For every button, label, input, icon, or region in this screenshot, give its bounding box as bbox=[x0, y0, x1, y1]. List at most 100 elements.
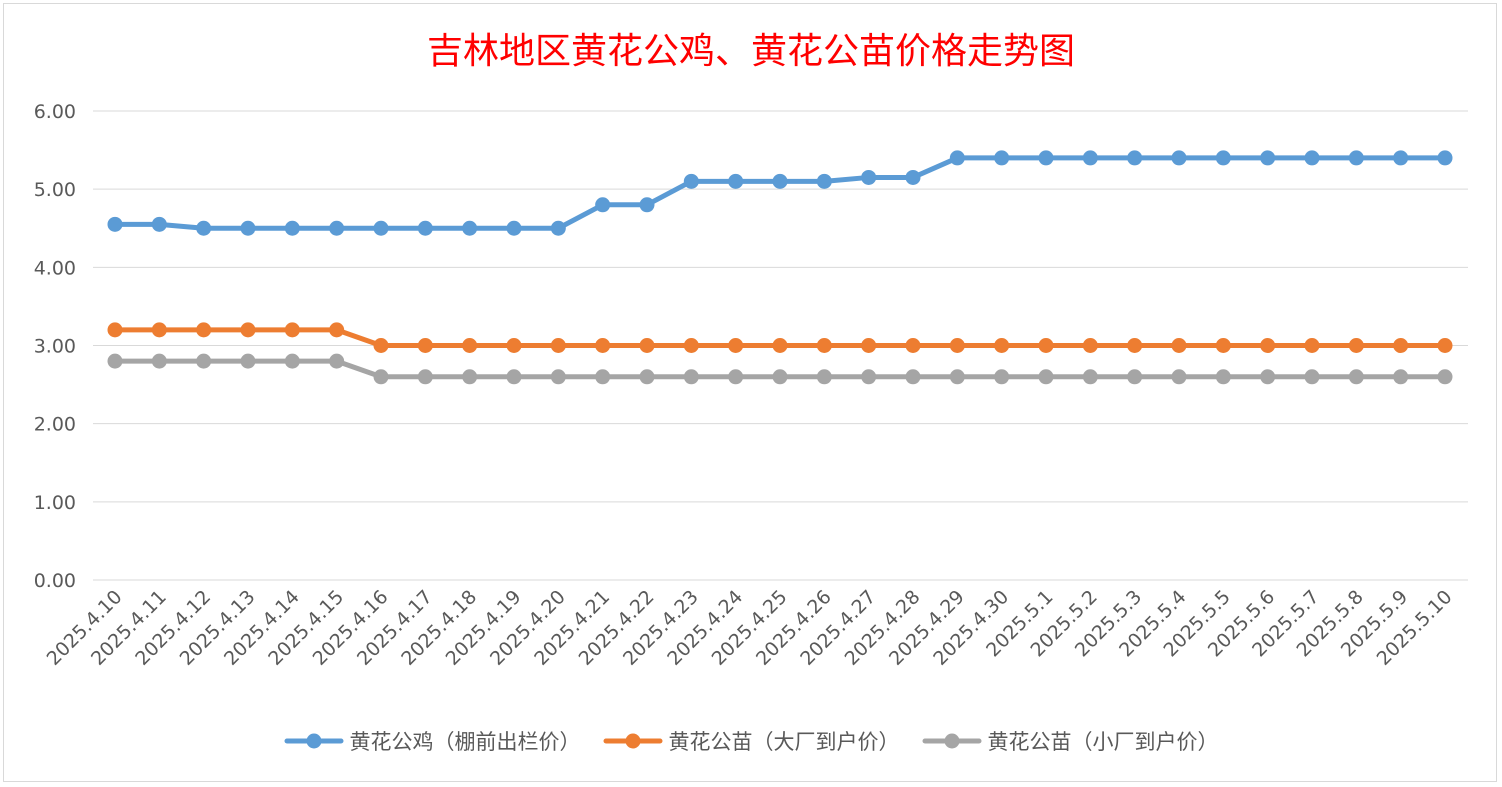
data-point bbox=[1171, 150, 1187, 166]
data-point bbox=[1437, 150, 1453, 166]
data-point bbox=[683, 338, 699, 353]
x-axis-ticks: 2025.4.102025.4.112025.4.122025.4.132025… bbox=[43, 586, 1457, 670]
data-point bbox=[1260, 338, 1276, 353]
data-point bbox=[861, 169, 877, 185]
data-point bbox=[994, 150, 1010, 166]
data-point bbox=[949, 150, 965, 166]
legend-item: 黄花公鸡（棚前出栏价） bbox=[284, 726, 581, 756]
series-lines bbox=[107, 150, 1453, 385]
legend-label: 黄花公苗（大厂到户价） bbox=[668, 730, 900, 754]
chart-frame bbox=[3, 3, 1497, 782]
data-point bbox=[772, 369, 788, 385]
data-point bbox=[329, 220, 345, 236]
data-point bbox=[1393, 369, 1409, 385]
data-point bbox=[417, 369, 433, 385]
data-point bbox=[1304, 150, 1320, 166]
data-point bbox=[1437, 369, 1453, 385]
data-point bbox=[550, 338, 566, 353]
data-point bbox=[1038, 338, 1054, 353]
y-tick-label: 3.00 bbox=[34, 336, 76, 358]
data-point bbox=[329, 353, 345, 369]
data-point bbox=[1171, 338, 1187, 353]
data-point bbox=[240, 353, 256, 369]
legend-label: 黄花公鸡（棚前出栏价） bbox=[349, 730, 581, 754]
data-point bbox=[1437, 338, 1453, 353]
data-point bbox=[107, 353, 123, 369]
data-point bbox=[949, 369, 965, 385]
data-point bbox=[506, 338, 522, 353]
y-tick-label: 6.00 bbox=[34, 101, 76, 123]
data-point bbox=[1215, 150, 1231, 166]
y-axis-ticks: 0.00 1.00 2.00 3.00 4.00 5.00 6.00 bbox=[34, 101, 76, 592]
data-point bbox=[417, 338, 433, 353]
y-tick-label: 1.00 bbox=[34, 492, 76, 514]
data-point bbox=[1127, 150, 1143, 166]
data-point bbox=[816, 369, 832, 385]
data-point bbox=[595, 369, 611, 385]
data-point bbox=[949, 338, 965, 353]
data-point bbox=[462, 220, 478, 236]
data-point bbox=[772, 173, 788, 189]
data-point bbox=[417, 220, 433, 236]
data-point bbox=[728, 338, 744, 353]
data-point bbox=[1082, 369, 1098, 385]
legend-label: 黄花公苗（小厂到户价） bbox=[987, 730, 1219, 754]
data-point bbox=[196, 220, 212, 236]
data-point bbox=[1348, 338, 1364, 353]
data-point bbox=[595, 338, 611, 353]
data-point bbox=[1393, 338, 1409, 353]
data-point bbox=[284, 220, 300, 236]
data-point bbox=[284, 322, 300, 338]
series-1 bbox=[107, 150, 1453, 236]
data-point bbox=[639, 338, 655, 353]
series-line bbox=[112, 155, 1448, 231]
data-point bbox=[994, 338, 1010, 353]
data-point bbox=[240, 220, 256, 236]
data-point bbox=[905, 369, 921, 385]
y-tick-label: 5.00 bbox=[34, 179, 76, 201]
data-point bbox=[550, 369, 566, 385]
y-tick-label: 0.00 bbox=[34, 570, 76, 592]
data-point bbox=[816, 173, 832, 189]
data-point bbox=[462, 338, 478, 353]
data-point bbox=[1082, 338, 1098, 353]
data-point bbox=[1393, 150, 1409, 166]
data-point bbox=[1304, 369, 1320, 385]
data-point bbox=[728, 173, 744, 189]
data-point bbox=[1260, 150, 1276, 166]
legend-item: 黄花公苗（小厂到户价） bbox=[922, 726, 1219, 756]
data-point bbox=[1215, 369, 1231, 385]
data-point bbox=[1260, 369, 1276, 385]
data-point bbox=[550, 220, 566, 236]
legend-swatch bbox=[922, 733, 981, 749]
y-tick-label: 2.00 bbox=[34, 414, 76, 436]
data-point bbox=[861, 338, 877, 353]
data-point bbox=[816, 338, 832, 353]
data-point bbox=[905, 169, 921, 185]
data-point bbox=[1215, 338, 1231, 353]
data-point bbox=[373, 220, 389, 236]
data-point bbox=[1038, 150, 1054, 166]
data-point bbox=[107, 216, 123, 232]
data-point bbox=[373, 369, 389, 385]
data-point bbox=[151, 322, 167, 338]
series-3 bbox=[107, 353, 1453, 385]
chart-title: 吉林地区黄花公鸡、黄花公苗价格走势图 bbox=[426, 31, 1075, 72]
data-point bbox=[373, 338, 389, 353]
data-point bbox=[1127, 338, 1143, 353]
legend: 黄花公鸡（棚前出栏价） 黄花公苗（大厂到户价） 黄花公苗（小厂到户价） bbox=[0, 724, 1502, 758]
data-point bbox=[1304, 338, 1320, 353]
legend-swatch bbox=[603, 733, 662, 749]
data-point bbox=[683, 173, 699, 189]
legend-swatch bbox=[284, 733, 343, 749]
data-point bbox=[196, 322, 212, 338]
data-point bbox=[905, 338, 921, 353]
data-point bbox=[462, 369, 478, 385]
data-point bbox=[1127, 369, 1143, 385]
data-point bbox=[1171, 369, 1187, 385]
data-point bbox=[639, 197, 655, 213]
data-point bbox=[107, 322, 123, 338]
series-2 bbox=[107, 322, 1453, 353]
data-point bbox=[595, 197, 611, 213]
data-point bbox=[1348, 369, 1364, 385]
